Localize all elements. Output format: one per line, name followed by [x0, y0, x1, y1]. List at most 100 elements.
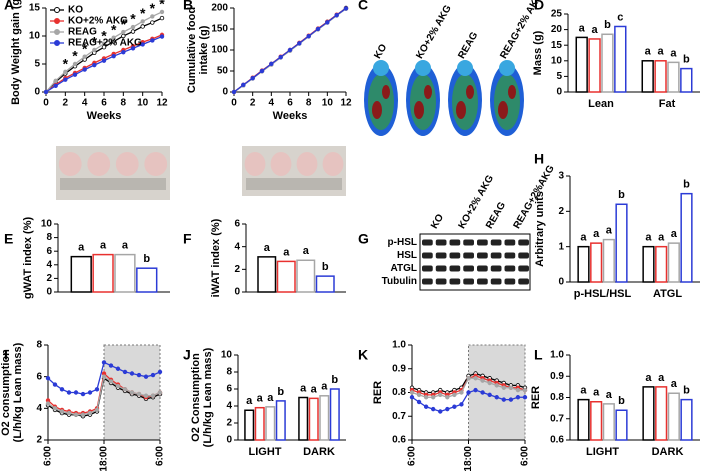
data-point — [259, 68, 265, 74]
y-tick-label: 0 — [558, 277, 564, 288]
band — [422, 265, 433, 272]
x-tick-label: 12 — [156, 98, 168, 109]
band — [435, 265, 447, 272]
bar — [275, 400, 286, 441]
data-point — [445, 406, 450, 412]
band — [504, 239, 516, 246]
data-point — [115, 383, 121, 389]
x-tick-label: 6 — [287, 98, 293, 109]
tissue — [322, 152, 344, 176]
data-point — [80, 412, 86, 417]
x-tick-label: 12 — [340, 98, 352, 109]
bar-letter: a — [670, 47, 677, 59]
x-tick-label: 6:00 — [520, 446, 531, 466]
x-tick-label: LIGHT — [586, 446, 619, 458]
band — [463, 265, 474, 272]
y-tick-label: 6 — [234, 219, 240, 230]
data-point — [306, 33, 311, 39]
legend-marker — [54, 18, 60, 24]
mouse-fat — [508, 85, 516, 99]
data-point — [150, 20, 155, 25]
bar — [577, 398, 590, 441]
y-tick-label: 4 — [234, 241, 240, 252]
data-point — [92, 47, 97, 53]
y-tick-label: 6 — [46, 246, 52, 257]
data-point — [92, 62, 97, 68]
x-tick-label: Lean — [588, 98, 614, 110]
data-point — [522, 395, 528, 400]
tissue — [244, 152, 266, 176]
y-tick-label: 8 — [226, 367, 232, 378]
dark-phase — [468, 344, 526, 441]
y-axis-label: RER — [530, 386, 542, 409]
data-point — [508, 397, 514, 402]
mouse-lean — [368, 74, 394, 130]
x-tick-label: 10 — [322, 98, 334, 109]
y-tick-label: 0.8 — [392, 387, 406, 398]
data-point — [121, 29, 126, 35]
data-point — [136, 372, 142, 378]
legend-label: REAG — [68, 27, 97, 38]
bar — [254, 406, 265, 441]
band — [449, 265, 461, 272]
legend-marker — [54, 7, 60, 13]
bar — [136, 267, 158, 293]
data-point — [343, 6, 349, 11]
y-tick-label: 6 — [226, 384, 232, 395]
y-tick-label: 0.8 — [550, 392, 564, 403]
band — [435, 278, 447, 285]
panel-letter: H — [534, 151, 544, 167]
y-tick-label: 1.0 — [392, 340, 406, 351]
x-tick-label: LIGHT — [249, 446, 282, 458]
data-point — [159, 15, 165, 21]
bar-letter: a — [580, 385, 587, 397]
y-tick-label: 8 — [46, 232, 52, 243]
mouse-fat — [456, 101, 466, 119]
group-label: KO+2% AKG — [414, 3, 454, 61]
band — [504, 252, 516, 259]
bar — [680, 398, 693, 441]
data-point — [473, 387, 478, 393]
y-tick-label: 6 — [36, 371, 42, 382]
bar — [296, 259, 316, 293]
data-point — [122, 369, 128, 375]
y-tick-label: 10 — [221, 350, 233, 361]
data-point — [94, 407, 100, 413]
bar — [601, 33, 614, 93]
mouse-lean — [452, 74, 478, 130]
panel-letter: I — [4, 347, 8, 363]
data-point — [466, 390, 471, 395]
significance: * — [92, 34, 98, 50]
mouse-lean — [410, 74, 436, 130]
mouse-fat — [466, 85, 474, 99]
data-point — [159, 34, 165, 39]
bar — [642, 386, 655, 441]
data-point — [459, 402, 464, 407]
panel-letter: D — [534, 0, 544, 13]
mouse-head — [373, 60, 389, 76]
bar — [590, 242, 603, 283]
y-axis-label: O2 Consumption — [190, 353, 202, 442]
data-point — [501, 397, 507, 402]
data-point — [140, 42, 145, 47]
y-tick-label: 5 — [34, 59, 40, 70]
data-point — [250, 75, 255, 81]
bar-letter: b — [322, 261, 329, 273]
data-point — [487, 380, 492, 386]
bar-letter: a — [300, 382, 307, 394]
data-point — [480, 378, 485, 383]
bar-letter: a — [100, 240, 107, 252]
data-point — [140, 19, 145, 24]
bar-letter: a — [593, 228, 600, 240]
x-tick-label: 10 — [137, 98, 149, 109]
bar — [329, 388, 340, 441]
bar-letter: a — [246, 395, 253, 407]
legend-label: REAG+2% AKG — [68, 38, 142, 49]
data-point — [423, 404, 429, 409]
bar — [667, 242, 680, 283]
band — [463, 239, 474, 246]
bar-letter: c — [617, 11, 623, 23]
y-tick-label: 20 — [551, 24, 563, 35]
row-label: p-HSL — [388, 237, 417, 248]
